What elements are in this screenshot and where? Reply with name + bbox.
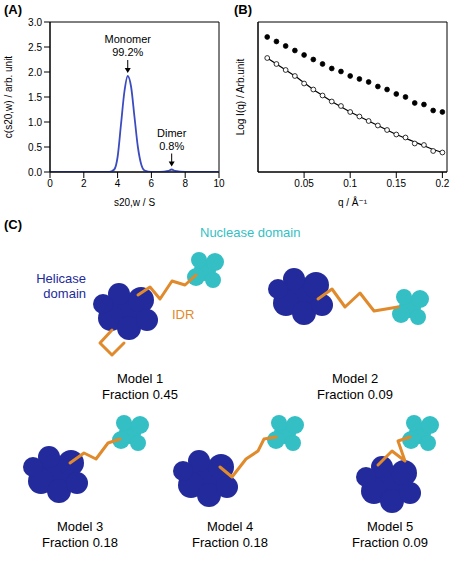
svg-text:2: 2 — [81, 178, 87, 189]
svg-text:10: 10 — [213, 178, 225, 189]
svg-text:0.05: 0.05 — [294, 178, 314, 189]
svg-text:IDR: IDR — [172, 307, 194, 322]
svg-text:Dimer: Dimer — [157, 127, 187, 139]
svg-text:4: 4 — [115, 178, 121, 189]
svg-text:Model 4: Model 4 — [207, 519, 253, 534]
svg-text:q / Å⁻¹: q / Å⁻¹ — [338, 196, 368, 208]
svg-text:Model 3: Model 3 — [57, 519, 103, 534]
svg-text:Fraction 0.18: Fraction 0.18 — [192, 535, 268, 550]
svg-text:0: 0 — [47, 178, 53, 189]
svg-text:domain: domain — [43, 286, 86, 301]
svg-text:6: 6 — [149, 178, 155, 189]
svg-text:s20,w / S: s20,w / S — [114, 197, 155, 208]
svg-text:2.5: 2.5 — [28, 42, 42, 53]
svg-text:3.0: 3.0 — [28, 17, 42, 28]
svg-text:1.5: 1.5 — [28, 92, 42, 103]
svg-text:Monomer: Monomer — [105, 33, 152, 45]
svg-text:Nuclease domain: Nuclease domain — [200, 225, 300, 240]
svg-text:c(s20,w) / arb. unit: c(s20,w) / arb. unit — [3, 56, 14, 138]
svg-text:2.0: 2.0 — [28, 67, 42, 78]
svg-text:Fraction 0.09: Fraction 0.09 — [352, 535, 428, 550]
svg-text:0.0: 0.0 — [28, 167, 42, 178]
svg-text:Fraction 0.45: Fraction 0.45 — [102, 387, 178, 402]
svg-text:Model 2: Model 2 — [332, 371, 378, 386]
svg-text:Log I(q) / Arb.unit: Log I(q) / Arb.unit — [235, 58, 246, 135]
svg-text:0.5: 0.5 — [28, 142, 42, 153]
html-text:(A): (A) — [4, 2, 22, 17]
html-text:(B): (B) — [234, 2, 252, 17]
svg-text:Model 5: Model 5 — [367, 519, 413, 534]
svg-text:Fraction 0.09: Fraction 0.09 — [317, 387, 393, 402]
svg-text:0.15: 0.15 — [387, 178, 407, 189]
svg-text:99.2%: 99.2% — [112, 46, 143, 58]
svg-text:(C): (C) — [4, 217, 22, 232]
svg-text:Model 1: Model 1 — [117, 371, 163, 386]
svg-text:Fraction 0.18: Fraction 0.18 — [42, 535, 118, 550]
svg-text:0.2: 0.2 — [435, 178, 449, 189]
svg-text:8: 8 — [182, 178, 188, 189]
svg-text:0.1: 0.1 — [343, 178, 357, 189]
svg-text:1.0: 1.0 — [28, 117, 42, 128]
svg-text:0.8%: 0.8% — [159, 140, 184, 152]
svg-text:Helicase: Helicase — [36, 271, 86, 286]
